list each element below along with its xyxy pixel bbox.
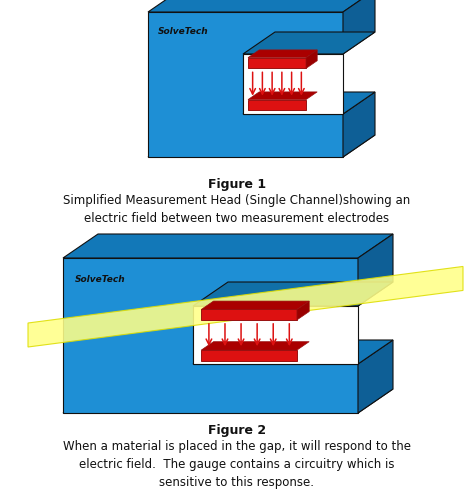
Text: Simplified Measurement Head (Single Channel)showing an
electric field between tw: Simplified Measurement Head (Single Chan… [64,194,410,225]
Polygon shape [358,234,393,306]
Polygon shape [243,92,375,114]
Polygon shape [343,92,375,157]
Polygon shape [201,350,297,360]
Polygon shape [63,234,393,258]
Polygon shape [201,309,297,320]
Text: SolveTech: SolveTech [158,27,209,36]
Text: Figure 2: Figure 2 [208,424,266,437]
Polygon shape [193,282,393,306]
Polygon shape [358,340,393,413]
Polygon shape [297,301,309,320]
Polygon shape [248,50,317,57]
Polygon shape [63,389,393,413]
Polygon shape [248,57,306,69]
Polygon shape [343,0,375,54]
Polygon shape [306,50,317,69]
Polygon shape [28,267,463,347]
Text: Figure 1: Figure 1 [208,178,266,191]
Polygon shape [193,306,358,364]
Polygon shape [148,135,375,157]
Polygon shape [243,54,343,114]
Polygon shape [201,301,309,309]
Polygon shape [243,32,375,54]
Text: When a material is placed in the gap, it will respond to the
electric field.  Th: When a material is placed in the gap, it… [63,440,411,489]
Polygon shape [193,340,393,364]
Polygon shape [148,0,375,12]
Text: SolveTech: SolveTech [75,275,126,284]
Polygon shape [248,100,306,110]
Polygon shape [248,92,317,100]
Polygon shape [148,12,343,157]
Polygon shape [201,342,309,350]
Polygon shape [63,258,358,413]
